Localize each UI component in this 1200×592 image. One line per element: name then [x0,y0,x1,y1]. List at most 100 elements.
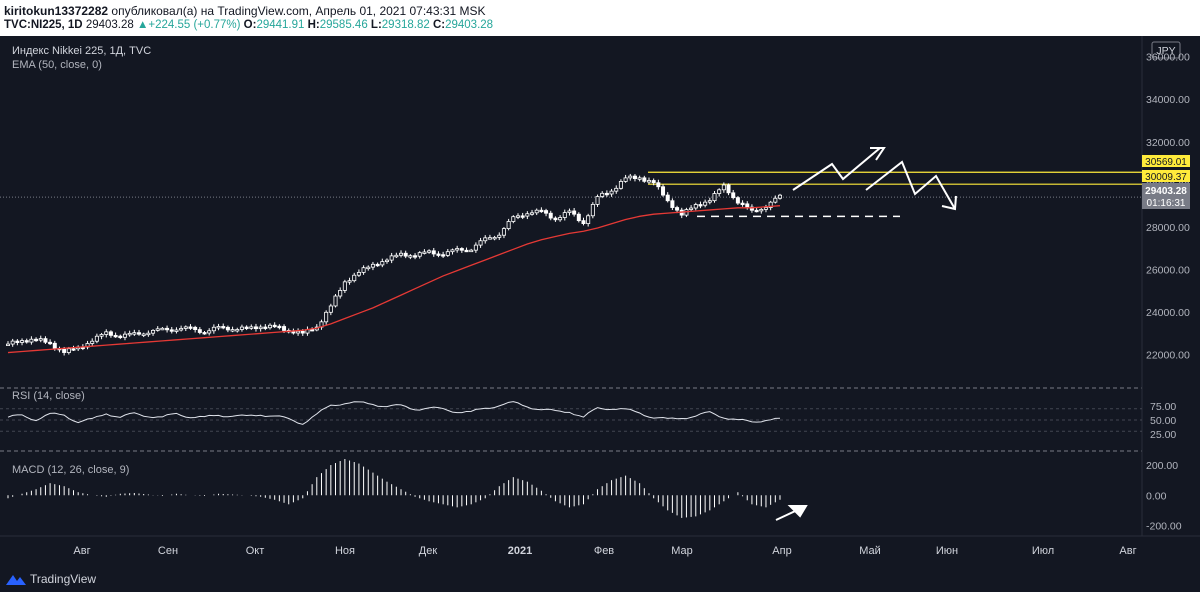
projection-up-arrow [792,147,881,191]
open-label: O: [243,19,257,31]
candle-body [731,192,736,199]
candle-body [197,329,202,333]
author-name[interactable]: kiritokun13372282 [4,4,109,18]
candle-body [487,237,492,240]
current-price-tag [1142,183,1190,209]
candle-body [735,197,740,204]
candle-body [183,326,188,329]
time-axis[interactable]: Авг Сен Окт Ноя Дек 2021 Фев Мар Апр Май… [73,545,1136,557]
ohlc-line: TVC:NI225, 1D 29403.28 ▲+224.55 (+0.77%)… [4,19,493,31]
candle-body [642,177,647,182]
open-value: 29441.91 [256,19,305,31]
low-label: L: [370,19,382,31]
candle-body [422,251,427,254]
ema-line [7,205,781,354]
macd-up-arrowhead [787,505,808,518]
price-tick-label: 28000.00 [1146,222,1190,234]
candle-body [151,329,156,334]
candle-body [637,177,642,180]
candles [6,173,783,356]
candle-body [520,215,525,218]
candle-body [90,340,95,344]
tradingview-logo[interactable]: TradingView [6,572,96,586]
level-tag-2 [1142,170,1190,182]
candle-body [300,330,305,334]
candle-body [34,338,39,342]
candle-body [244,326,249,329]
candle-body [431,250,436,255]
x-label-2021: 2021 [508,545,532,557]
candle-body [179,328,184,331]
candle-body [99,334,104,337]
rsi-axis[interactable]: 75.00 50.00 25.00 [1150,401,1176,441]
candle-body [347,280,352,283]
x-label-oct: Окт [246,545,265,557]
candle-body [342,281,347,291]
candle-body [268,324,273,329]
x-label-may: Май [859,545,881,557]
candle-body [408,255,413,258]
candle-body [539,209,544,213]
published-text: опубликовал(а) на TradingView.com, Апрел… [111,4,486,18]
high-value: 29585.46 [319,19,368,31]
candle-body [193,326,198,331]
projection-arrows [775,147,957,521]
candle-body [66,348,71,353]
x-label-nov: Ноя [335,545,355,557]
candle-body [436,253,441,256]
current-price-text: 29403.28 [1145,186,1187,197]
footer: TradingView [0,566,1200,592]
candle-body [661,186,666,196]
macd-axis[interactable]: 200.00 0.00 -200.00 [1146,460,1182,532]
candle-body [338,290,343,297]
macd-label: MACD (12, 26, close, 9) [12,464,129,476]
candle-body [165,327,170,331]
rsi-tick-label: 75.00 [1150,401,1176,413]
candle-body [6,343,11,346]
currency-badge[interactable] [1151,41,1181,59]
candle-body [740,202,745,206]
candle-body [469,249,474,253]
candle-body [43,338,48,343]
candle-body [249,326,254,329]
candle-body [464,249,469,253]
candle-body [445,251,450,256]
candle-body [773,197,778,203]
candle-body [263,326,268,329]
candle-body [221,326,226,329]
candle-body [296,330,301,334]
change-up-icon: ▲ [136,19,149,31]
projection-down-arrowhead [941,195,957,211]
candle-body [651,180,656,184]
candle-body [717,189,722,194]
candle-body [48,341,53,345]
projection-down-arrow [865,160,956,210]
candle-body [169,329,174,332]
candle-body [754,209,759,213]
candle-body [141,333,146,336]
price-tick-label: 32000.00 [1146,137,1190,149]
candle-body [586,215,591,224]
countdown-text: 01:16:31 [1147,198,1186,209]
candle-body [670,200,675,208]
candle-body [515,215,520,218]
candle-body [595,196,600,205]
candle-body [544,210,549,214]
candle-body [333,295,338,307]
candle-body [698,204,703,207]
candle-body [394,254,399,258]
candle-body [413,255,418,258]
candle-body [108,331,113,336]
rsi-line [7,401,781,425]
price-axis[interactable]: 36000.0034000.0032000.0030000.0028000.00… [1146,52,1190,362]
chart-canvas[interactable]: Индекс Nikkei 225, 1Д, TVC EMA (50, clos… [0,36,1200,566]
candle-body [24,340,29,343]
candle-body [721,184,726,191]
last-price: 29403.28 [85,19,134,31]
macd-tick-label: 200.00 [1146,460,1178,472]
candle-body [230,329,235,332]
candle-body [146,332,151,336]
price-tick-label: 26000.00 [1146,265,1190,277]
candle-body [534,209,539,214]
candle-body [778,194,783,199]
